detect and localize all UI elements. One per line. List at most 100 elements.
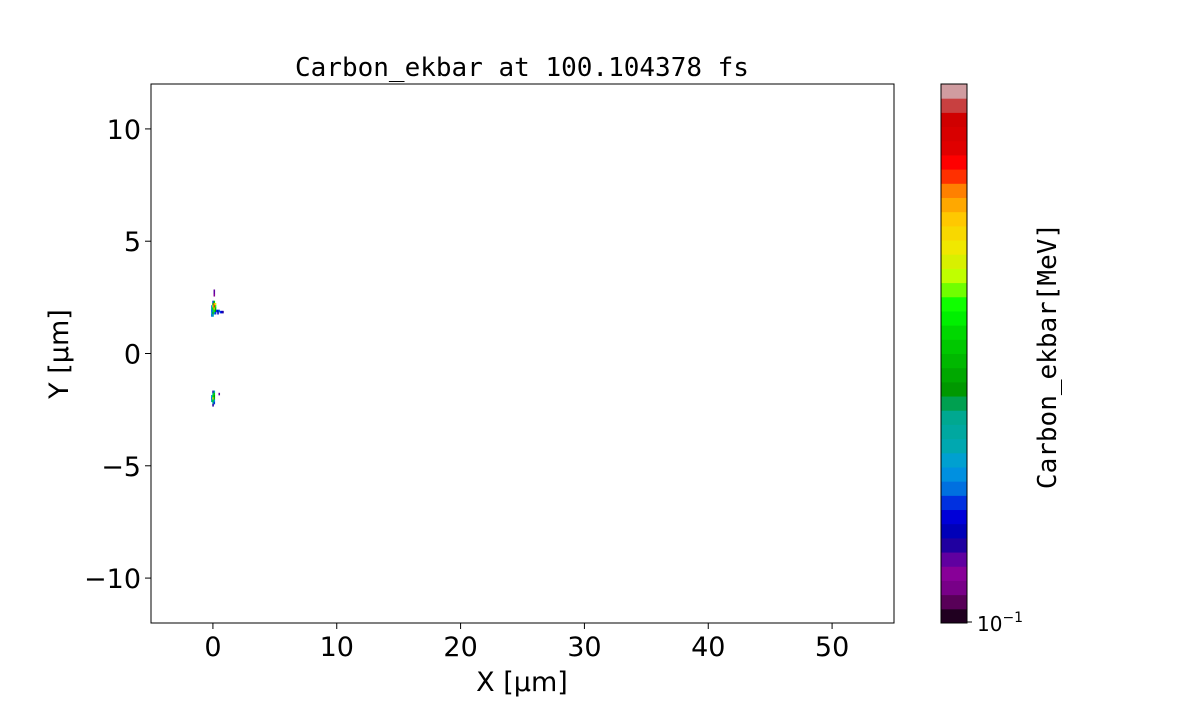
heatmap-cell xyxy=(211,397,213,400)
heatmap-cell xyxy=(213,309,216,313)
heatmap-cell xyxy=(219,310,222,314)
heatmap-cell xyxy=(212,302,214,306)
colorbar-segment xyxy=(941,325,967,340)
heatmap-cell xyxy=(212,392,214,396)
heatmap-cell xyxy=(211,305,213,308)
heatmap-cell xyxy=(211,314,213,317)
heatmap-cell xyxy=(212,397,214,400)
heatmap-cell xyxy=(211,309,213,313)
colorbar-segment xyxy=(941,183,967,198)
heatmap-cell xyxy=(212,390,214,394)
y-tick-label: 0 xyxy=(124,340,141,371)
heatmap-cell xyxy=(212,314,214,317)
heatmap-cell xyxy=(212,309,214,313)
colorbar-segment xyxy=(941,310,967,326)
heatmap-cell xyxy=(220,310,223,314)
heatmap-cell xyxy=(217,311,219,315)
heatmap-cell xyxy=(218,392,221,396)
heatmap-cell xyxy=(213,395,216,398)
colorbar-segment xyxy=(941,98,967,113)
colorbar-segment xyxy=(941,367,967,383)
colorbar-segment xyxy=(941,140,967,156)
colorbar-segment xyxy=(941,424,967,440)
heatmap-cell xyxy=(212,300,214,304)
heatmap-cell xyxy=(211,395,213,398)
heatmap-cell xyxy=(213,401,216,405)
heatmap-cell xyxy=(222,310,224,314)
colorbar-segment xyxy=(941,154,967,170)
heatmap-cell xyxy=(214,307,217,311)
y-ticks: −10 −5 0 5 10 xyxy=(84,115,151,595)
x-axis-label: X [μm] xyxy=(476,667,568,698)
colorbar-segment xyxy=(941,381,967,397)
colorbar-segment xyxy=(941,481,967,496)
x-tick-label: 50 xyxy=(815,632,849,663)
heatmap-cell xyxy=(212,305,214,308)
heatmap-cell xyxy=(213,289,216,293)
heatmap-cell xyxy=(213,390,216,394)
heatmap-cell xyxy=(213,291,216,295)
colorbar-segment xyxy=(941,126,967,142)
colorbar-segment xyxy=(941,452,967,468)
heatmap-cell xyxy=(213,307,216,311)
colorbar-segment xyxy=(941,169,967,184)
colorbar-segment xyxy=(941,580,967,596)
heatmap-cell xyxy=(212,399,214,403)
colorbar-frame xyxy=(940,83,968,624)
colorbar-segment xyxy=(941,495,967,511)
x-tick-label: 10 xyxy=(320,632,354,663)
colorbar-segment xyxy=(941,339,967,354)
heatmap-cell xyxy=(212,307,214,311)
x-tick-label: 0 xyxy=(204,632,221,663)
colorbar-segment xyxy=(941,211,967,227)
colorbar-segment xyxy=(941,552,967,567)
heatmap-cells xyxy=(211,289,224,407)
colorbar-segment xyxy=(941,396,967,411)
heatmap-cell xyxy=(211,307,213,311)
heatmap-cell xyxy=(213,311,216,315)
heatmap-cell xyxy=(214,305,217,308)
colorbar-segment xyxy=(941,438,967,454)
colorbar-segment xyxy=(941,282,967,298)
colorbar-segment xyxy=(941,268,967,284)
y-tick-label: 10 xyxy=(107,115,141,146)
heatmap-cell xyxy=(214,311,217,315)
heatmap-cell xyxy=(217,309,219,313)
heatmap-cell xyxy=(213,399,216,403)
colorbar-segment xyxy=(941,254,967,269)
heatmap-cell xyxy=(214,302,217,306)
heatmap-cell xyxy=(218,309,221,313)
heatmap-cell xyxy=(213,293,216,297)
heatmap-cell xyxy=(213,300,216,304)
y-axis-label: Y [μm] xyxy=(44,309,75,400)
x-tick-label: 30 xyxy=(567,632,601,663)
heatmap-cell xyxy=(211,399,213,403)
chart-title: Carbon_ekbar at 100.104378 fs xyxy=(295,53,749,83)
colorbar-segment xyxy=(941,466,967,482)
heatmap-cell xyxy=(212,395,214,398)
colorbar-segment xyxy=(941,84,967,99)
colorbar-segment xyxy=(941,537,967,553)
colorbar xyxy=(941,84,967,624)
colorbar-label: Carbon_ekbar[MeV] xyxy=(1033,223,1063,489)
colorbar-segment xyxy=(941,197,967,213)
colorbar-segment xyxy=(941,608,967,624)
heatmap-cell xyxy=(213,397,216,400)
colorbar-segment xyxy=(941,566,967,581)
plot-frame xyxy=(150,83,895,624)
heatmap-cell xyxy=(213,392,216,396)
colorbar-segment xyxy=(941,523,967,539)
colorbar-segment xyxy=(941,353,967,369)
heatmap-cell xyxy=(216,309,218,313)
heatmap-cell xyxy=(212,401,214,405)
heatmap-cell xyxy=(212,404,214,407)
y-tick-label: −10 xyxy=(84,564,141,595)
x-ticks: 0 10 20 30 40 50 xyxy=(204,623,849,663)
colorbar-segment xyxy=(941,240,967,255)
colorbar-segment xyxy=(941,594,967,610)
y-tick-label: 5 xyxy=(124,227,141,258)
colorbar-segment xyxy=(941,410,967,425)
heatmap-cell xyxy=(211,311,213,315)
